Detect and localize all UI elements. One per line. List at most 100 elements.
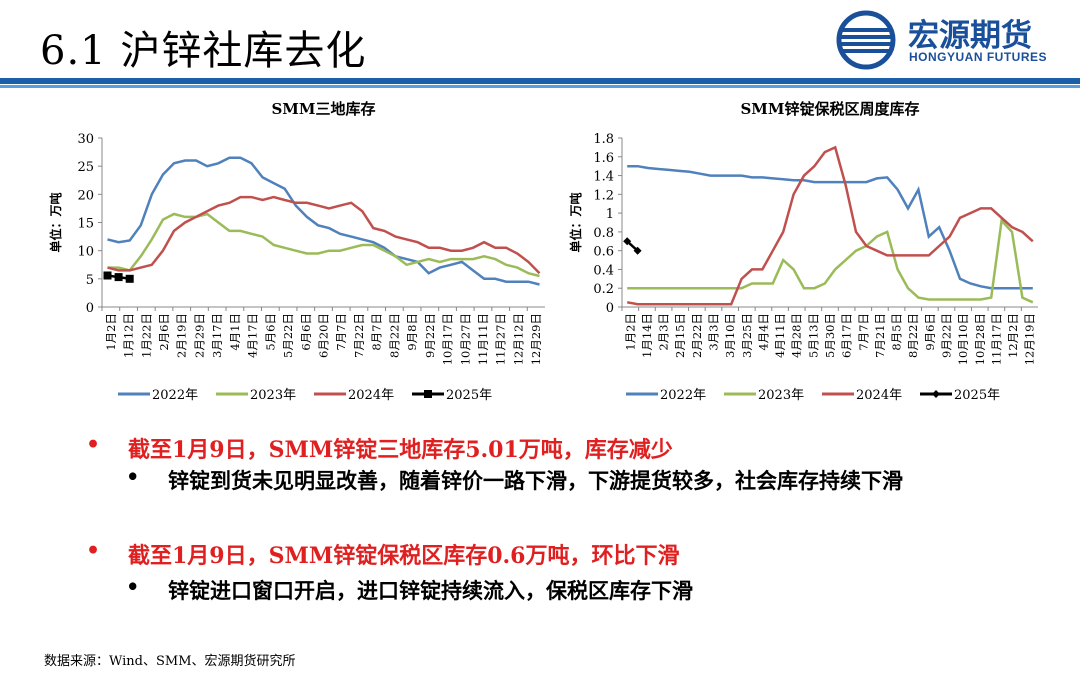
bullet-dot: • [126, 464, 140, 489]
x-tick-label: 6月17日 [840, 313, 854, 358]
y-tick-label: 1.8 [593, 132, 614, 147]
x-tick-label: 11月17日 [989, 313, 1003, 365]
series-line-2024年 [107, 195, 541, 275]
x-tick-label: 8月22日 [906, 313, 920, 358]
y-tick-label: 1.2 [593, 188, 614, 203]
series-line-2022年 [627, 164, 1033, 290]
x-tick-label: 6月20日 [317, 313, 331, 358]
series-line-2024年 [626, 145, 1034, 306]
bullet-dot: • [126, 574, 140, 599]
x-tick-label: 11月27日 [494, 313, 508, 365]
legend-label-2023年: 2023年 [758, 388, 804, 403]
y-tick-label: 5 [86, 273, 94, 288]
company-logo [836, 10, 896, 70]
x-tick-label: 4月1日 [228, 313, 242, 351]
data-source-note: 数据来源：Wind、SMM、宏源期货研究所 [44, 654, 296, 669]
series-point-2025年 [623, 237, 632, 246]
x-tick-label: 7月22日 [352, 313, 366, 358]
x-tick-label: 12月2日 [1006, 313, 1020, 358]
x-tick-label: 4月28日 [790, 313, 804, 358]
x-tick-label: 10月27日 [458, 313, 472, 365]
legend-marker [932, 390, 940, 398]
header-band [0, 78, 1080, 92]
x-tick-label: 8月7日 [370, 313, 384, 351]
y-tick-label: 0 [606, 301, 614, 316]
x-tick-label: 3月3日 [707, 313, 721, 351]
x-tick-label: 2月22日 [690, 313, 704, 358]
logo-text-cn: 宏源期货 [908, 18, 1032, 54]
series-point-2025年 [103, 271, 112, 280]
x-tick-label: 9月22日 [423, 313, 437, 358]
x-tick-label: 1月12日 [122, 313, 136, 358]
bullet-dot: • [86, 538, 101, 564]
series-line-2022年 [107, 156, 540, 286]
bullet-main-2-text: 截至1月9日，SMM锌锭保税区库存0.6万吨，环比下滑 [128, 543, 680, 569]
x-tick-label: 1月22日 [139, 313, 153, 358]
legend-label-2024年: 2024年 [856, 388, 902, 403]
x-tick-label: 2月29日 [192, 313, 206, 358]
x-tick-label: 9月6日 [923, 313, 937, 351]
y-tick-label: 0 [86, 301, 94, 316]
logo-text-en: HONGYUAN FUTURES [909, 50, 1048, 64]
y-tick-label: 10 [77, 245, 94, 260]
x-tick-label: 6月6日 [299, 313, 313, 351]
x-tick-label: 1月14日 [640, 313, 654, 358]
x-tick-label: 10月10日 [956, 313, 970, 365]
y-tick-label: 0.2 [593, 282, 614, 297]
x-tick-label: 7月7日 [334, 313, 348, 351]
x-tick-label: 10月17日 [441, 313, 455, 365]
bullet-sub-1-text: 锌锭到货未见明显改善，随着锌价一路下滑，下游提货较多，社会库存持续下滑 [168, 468, 903, 493]
bullet-dot: • [86, 432, 101, 458]
x-tick-label: 9月8日 [405, 313, 419, 351]
x-tick-label: 3月10日 [723, 313, 737, 358]
x-tick-label: 5月13日 [806, 313, 820, 358]
x-tick-label: 11月11日 [476, 313, 490, 365]
x-tick-label: 2月15日 [673, 313, 687, 358]
series-point-2025年 [114, 273, 123, 282]
y-tick-label: 1.4 [593, 170, 614, 185]
x-tick-label: 12月29日 [529, 313, 543, 365]
y-tick-label: 20 [77, 188, 94, 203]
bullet-sub-2-text: 锌锭进口窗口开启，进口锌锭持续流入，保税区库存下滑 [168, 578, 693, 603]
legend-label-2023年: 2023年 [250, 388, 296, 403]
x-tick-label: 3月17日 [210, 313, 224, 358]
x-tick-label: 5月30日 [823, 313, 837, 358]
x-tick-label: 2月3日 [657, 313, 671, 351]
y-tick-label: 1.6 [593, 151, 614, 166]
legend-label-2022年: 2022年 [660, 388, 706, 403]
series-line-2023年 [627, 217, 1034, 304]
y-tick-label: 0.8 [593, 226, 614, 241]
y-axis-label: 单位：万吨 [48, 192, 63, 252]
chart-bonded-zone-inventory: SMM锌锭保税区周度库存 0 0.2 0.4 0.6 0.8 1 1.2 1.4 1.6 1.8 单位… [568, 100, 1038, 403]
x-tick-label: 4月11日 [773, 313, 787, 358]
x-tick-label: 5月6日 [263, 313, 277, 351]
x-tick-label: 1月2日 [104, 313, 118, 351]
x-tick-label: 4月4日 [756, 313, 770, 351]
x-tick-label: 2月6日 [157, 313, 171, 351]
legend-marker [424, 390, 432, 398]
y-tick-label: 30 [77, 132, 94, 147]
chart-title: SMM锌锭保税区周度库存 [740, 100, 919, 118]
legend-label-2024年: 2024年 [348, 388, 394, 403]
series-point-2025年 [633, 246, 642, 255]
y-tick-label: 25 [77, 160, 94, 175]
x-tick-label: 3月25日 [740, 313, 754, 358]
bullet-main-1-text: 截至1月9日，SMM锌锭三地库存5.01万吨，库存减少 [128, 437, 673, 463]
legend-label-2025年: 2025年 [446, 388, 492, 403]
x-tick-label: 8月22日 [387, 313, 401, 358]
legend-label-2022年: 2022年 [152, 388, 198, 403]
y-axis-label: 单位：万吨 [568, 192, 583, 252]
legend-label-2025年: 2025年 [954, 388, 1000, 403]
series-line-2023年 [107, 212, 540, 278]
x-tick-label: 12月12日 [511, 313, 525, 365]
y-tick-label: 0.6 [593, 245, 614, 260]
x-tick-label: 1月2日 [623, 313, 637, 351]
x-tick-label: 2月19日 [175, 313, 189, 358]
y-tick-label: 0.4 [593, 263, 614, 278]
x-tick-label: 7月21日 [873, 313, 887, 358]
x-tick-label: 7月7日 [856, 313, 870, 351]
y-tick-label: 1 [606, 207, 614, 222]
x-tick-label: 9月22日 [939, 313, 953, 358]
chart-title: SMM三地库存 [271, 100, 375, 118]
x-tick-label: 4月17日 [246, 313, 260, 358]
